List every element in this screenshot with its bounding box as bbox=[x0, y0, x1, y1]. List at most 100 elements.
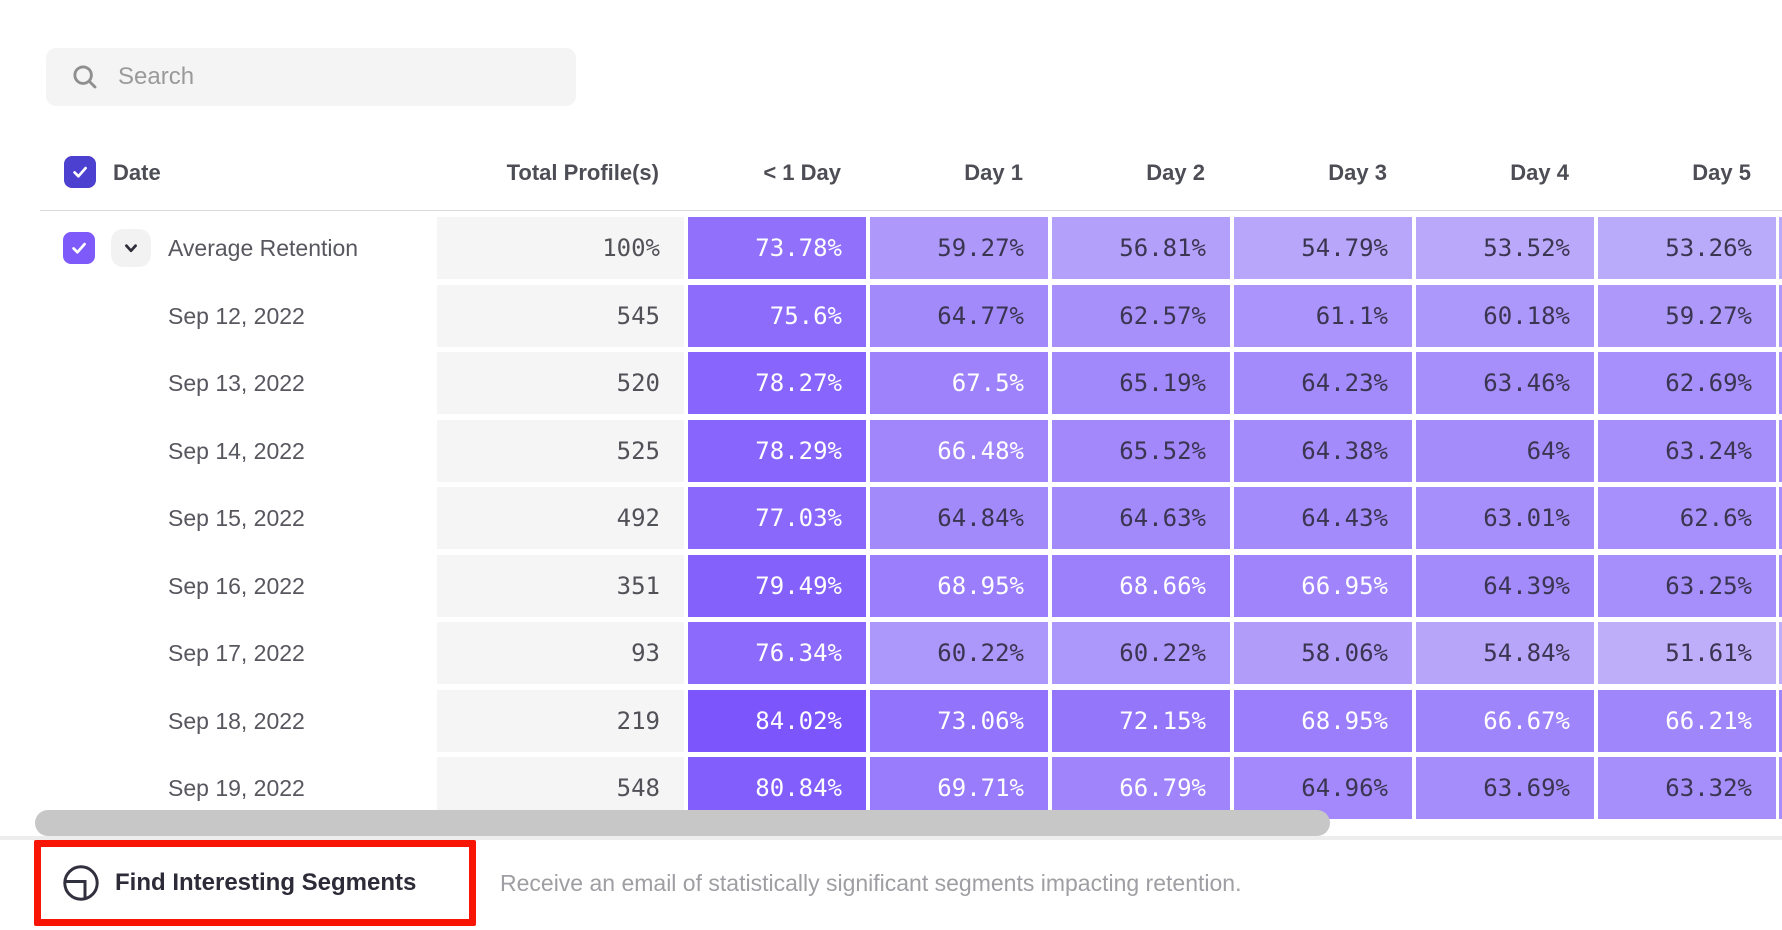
date-column-header: Date bbox=[113, 160, 161, 185]
row-label: Sep 14, 2022 bbox=[168, 437, 305, 464]
retention-cell: 59.27% bbox=[870, 217, 1048, 279]
retention-cell: 65.52% bbox=[1052, 420, 1230, 482]
find-segments-description: Receive an email of statistically signif… bbox=[500, 869, 1242, 896]
heatmap-sliver bbox=[1779, 690, 1782, 752]
retention-cell: 53.52% bbox=[1416, 217, 1594, 279]
retention-cell: 64.63% bbox=[1052, 487, 1230, 549]
column-header-day-3: Day 3 bbox=[1328, 160, 1387, 185]
retention-cell: 64.96% bbox=[1234, 757, 1412, 819]
scrollbar-track bbox=[0, 836, 1782, 840]
find-segments-highlight-box: Find Interesting Segments bbox=[34, 840, 476, 926]
total-profiles-cell: 351 bbox=[437, 555, 684, 617]
check-icon bbox=[73, 166, 87, 178]
column-header-day-1: Day 1 bbox=[964, 160, 1023, 185]
retention-cell: 64% bbox=[1416, 420, 1594, 482]
total-profiles-cell: 525 bbox=[437, 420, 684, 482]
row-label: Sep 12, 2022 bbox=[168, 302, 305, 329]
retention-cell: 66.21% bbox=[1598, 690, 1776, 752]
retention-cell: 53.26% bbox=[1598, 217, 1776, 279]
retention-cell: 60.18% bbox=[1416, 285, 1594, 347]
retention-cell: 63.46% bbox=[1416, 352, 1594, 414]
retention-cell: 64.23% bbox=[1234, 352, 1412, 414]
retention-cell: 64.77% bbox=[870, 285, 1048, 347]
retention-cell: 84.02% bbox=[688, 690, 866, 752]
column-header-day-4: Day 4 bbox=[1510, 160, 1569, 185]
total-profiles-cell: 548 bbox=[437, 757, 684, 819]
retention-cell: 67.5% bbox=[870, 352, 1048, 414]
retention-cell: 78.27% bbox=[688, 352, 866, 414]
retention-cell: 63.25% bbox=[1598, 555, 1776, 617]
retention-cell: 64.43% bbox=[1234, 487, 1412, 549]
row-label: Sep 19, 2022 bbox=[168, 774, 305, 801]
retention-cell: 68.66% bbox=[1052, 555, 1230, 617]
retention-cell: 68.95% bbox=[1234, 690, 1412, 752]
heatmap-sliver bbox=[1779, 217, 1782, 279]
select-all-checkbox[interactable] bbox=[64, 156, 96, 188]
retention-cell: 77.03% bbox=[688, 487, 866, 549]
retention-cell: 66.95% bbox=[1234, 555, 1412, 617]
column-header-day-5: Day 5 bbox=[1692, 160, 1751, 185]
total-profiles-cell: 100% bbox=[437, 217, 684, 279]
header-divider bbox=[40, 210, 1782, 211]
retention-cell: 66.48% bbox=[870, 420, 1048, 482]
retention-cell: 80.84% bbox=[688, 757, 866, 819]
column-header-day-2: Day 2 bbox=[1146, 160, 1205, 185]
heatmap-sliver bbox=[1779, 555, 1782, 617]
retention-cell: 76.34% bbox=[688, 622, 866, 684]
row-label: Sep 15, 2022 bbox=[168, 504, 305, 531]
retention-cell: 75.6% bbox=[688, 285, 866, 347]
retention-cell: 54.79% bbox=[1234, 217, 1412, 279]
heatmap-sliver bbox=[1779, 285, 1782, 347]
row-label: Sep 16, 2022 bbox=[168, 572, 305, 599]
retention-cell: 58.06% bbox=[1234, 622, 1412, 684]
heatmap-sliver bbox=[1779, 352, 1782, 414]
horizontal-scrollbar-thumb[interactable] bbox=[35, 810, 1330, 836]
total-profiles-cell: 492 bbox=[437, 487, 684, 549]
retention-cell: 63.69% bbox=[1416, 757, 1594, 819]
retention-cell: 64.38% bbox=[1234, 420, 1412, 482]
column-header--1-day: < 1 Day bbox=[763, 160, 841, 185]
heatmap-sliver bbox=[1779, 757, 1782, 819]
find-interesting-segments-label: Find Interesting Segments bbox=[115, 869, 417, 896]
total-profiles-cell: 93 bbox=[437, 622, 684, 684]
retention-cell: 59.27% bbox=[1598, 285, 1776, 347]
retention-cell: 60.22% bbox=[1052, 622, 1230, 684]
retention-cell: 72.15% bbox=[1052, 690, 1230, 752]
heatmap-sliver bbox=[1779, 420, 1782, 482]
retention-cell: 62.57% bbox=[1052, 285, 1230, 347]
retention-cell: 62.69% bbox=[1598, 352, 1776, 414]
search-icon bbox=[73, 65, 97, 89]
heatmap-sliver bbox=[1779, 622, 1782, 684]
retention-cell: 79.49% bbox=[688, 555, 866, 617]
expand-chevron-button[interactable] bbox=[111, 229, 151, 267]
retention-cell: 63.01% bbox=[1416, 487, 1594, 549]
retention-cell: 54.84% bbox=[1416, 622, 1594, 684]
retention-cell: 62.6% bbox=[1598, 487, 1776, 549]
row-checkbox[interactable] bbox=[63, 232, 95, 264]
retention-cell: 69.71% bbox=[870, 757, 1048, 819]
retention-cell: 63.32% bbox=[1598, 757, 1776, 819]
retention-cell: 51.61% bbox=[1598, 622, 1776, 684]
retention-cell: 64.39% bbox=[1416, 555, 1594, 617]
retention-cell: 64.84% bbox=[870, 487, 1048, 549]
retention-cell: 65.19% bbox=[1052, 352, 1230, 414]
heatmap-sliver bbox=[1779, 487, 1782, 549]
find-interesting-segments-button[interactable]: Find Interesting Segments bbox=[62, 864, 416, 902]
retention-cell: 68.95% bbox=[870, 555, 1048, 617]
retention-cell: 73.06% bbox=[870, 690, 1048, 752]
total-profiles-cell: 545 bbox=[437, 285, 684, 347]
retention-cell: 73.78% bbox=[688, 217, 866, 279]
retention-cell: 78.29% bbox=[688, 420, 866, 482]
search-bar[interactable] bbox=[46, 48, 576, 106]
retention-cell: 61.1% bbox=[1234, 285, 1412, 347]
row-label: Average Retention bbox=[168, 234, 359, 261]
row-label: Sep 17, 2022 bbox=[168, 639, 305, 666]
retention-cell: 56.81% bbox=[1052, 217, 1230, 279]
signal-icon bbox=[63, 865, 99, 901]
search-input[interactable] bbox=[116, 62, 550, 92]
retention-cell: 66.79% bbox=[1052, 757, 1230, 819]
retention-cell: 63.24% bbox=[1598, 420, 1776, 482]
column-header-total-profiles: Total Profile(s) bbox=[506, 160, 659, 185]
retention-cell: 60.22% bbox=[870, 622, 1048, 684]
